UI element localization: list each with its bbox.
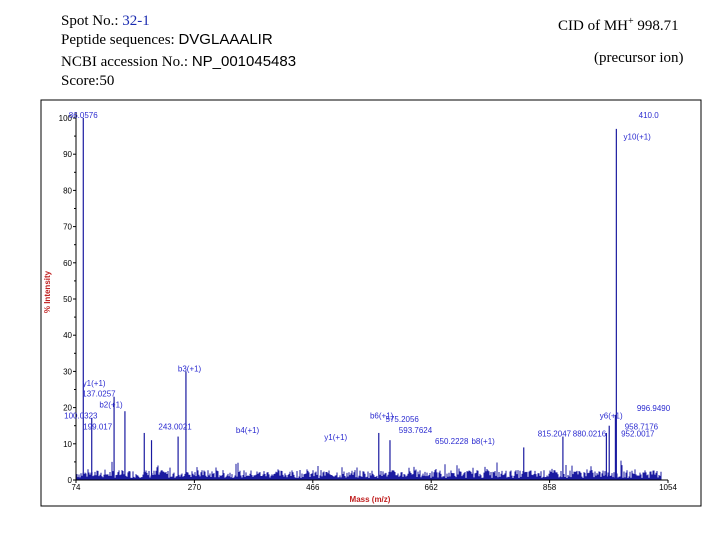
peak-annotation: b6(+1) [370, 411, 394, 420]
cid-title: CID of MH+ 998.71 [558, 13, 679, 35]
y-tick-label: 30 [63, 367, 72, 376]
spectrum-noise [76, 460, 662, 480]
peak-annotation: 575.2056 [386, 415, 420, 424]
peak-annotation: 199.017 [83, 422, 112, 431]
y-ticks: 0 10 20 30 40 50 60 70 80 90 100 [59, 114, 76, 485]
peak-annotation: 650.2228 [435, 437, 469, 446]
y-tick-label: 20 [63, 404, 72, 413]
peptide-value: DVGLAAALIR [178, 31, 273, 48]
peak-annotation: 243.0021 [158, 422, 192, 431]
spot-value: 32-1 [122, 13, 150, 29]
y-tick-label: 90 [63, 150, 72, 159]
y-axis-title: % Intensity [43, 270, 52, 313]
precursor-note: (precursor ion) [594, 50, 684, 66]
peak-annotation: 880.0216 [573, 430, 607, 439]
y-tick-label: 80 [63, 186, 72, 195]
peak-annotation: 100.0323 [64, 411, 98, 420]
spot-label: Spot No.: [61, 13, 123, 29]
y-tick-label: 70 [63, 223, 72, 232]
y-tick-label: 60 [63, 259, 72, 268]
x-tick-label: 74 [72, 483, 81, 492]
peak-annotation: b2(+1) [99, 401, 123, 410]
peaks-layer [82, 118, 617, 480]
x-tick-label: 662 [425, 483, 439, 492]
x-tick-label: 858 [543, 483, 557, 492]
peptide-sequence: Peptide sequences: DVGLAAALIR [61, 31, 273, 49]
peak-annotation: 815.2047 [538, 430, 572, 439]
peak-annotation: b4(+1) [236, 426, 260, 435]
peak-annotation: b3(+1) [178, 364, 202, 373]
cid-sup: + [628, 16, 634, 27]
x-axis-title: Mass (m/z) [350, 495, 391, 504]
peak-annotation: 952.0017 [621, 430, 655, 439]
spot-number: Spot No.: 32-1 [61, 13, 150, 30]
peak-annotation: 958.7176 [625, 422, 659, 431]
cid-prefix: CID of MH [558, 18, 628, 34]
peak-annotation: y10(+1) [624, 133, 652, 142]
y-tick-label: 10 [63, 440, 72, 449]
cid-value: 998.71 [633, 18, 679, 34]
noise-trace [76, 460, 662, 480]
peak-annotation: y6(+1) [600, 411, 623, 420]
ncbi-accession: NCBI accession No.: NP_001045483 [61, 53, 296, 71]
peak-annotation: 137.0257 [82, 390, 116, 399]
peak-annotation: 996.9490 [637, 404, 671, 413]
ncbi-value: NP_001045483 [191, 53, 297, 70]
y-tick-label: 50 [63, 295, 72, 304]
peak-annotation: y1(+1) [324, 433, 347, 442]
y-tick-label: 100 [59, 114, 73, 123]
chart-frame [40, 99, 702, 507]
peak-annotations: 86.0576 410.0 y10(+1) y1(+1) 137.0257 b2(+1) b… [64, 111, 671, 446]
score: Score:50 [61, 73, 115, 89]
peak-annotation: b8(+1) [471, 437, 495, 446]
peak-annotation: 410.0 [639, 111, 660, 120]
y-tick-label: 0 [68, 476, 73, 485]
ncbi-label: NCBI accession No.: [61, 54, 192, 70]
x-tick-label: 270 [188, 483, 202, 492]
peak-annotation: 593.7624 [399, 426, 433, 435]
peak-annotation: 86.0576 [69, 111, 98, 120]
x-tick-label: 466 [306, 483, 320, 492]
x-tick-label: 1054 [659, 483, 677, 492]
x-ticks: 74 270 466 662 858 1054 [72, 480, 677, 492]
peak-annotation: y1(+1) [83, 379, 106, 388]
peptide-label: Peptide sequences: [61, 32, 179, 48]
y-tick-label: 40 [63, 331, 72, 340]
